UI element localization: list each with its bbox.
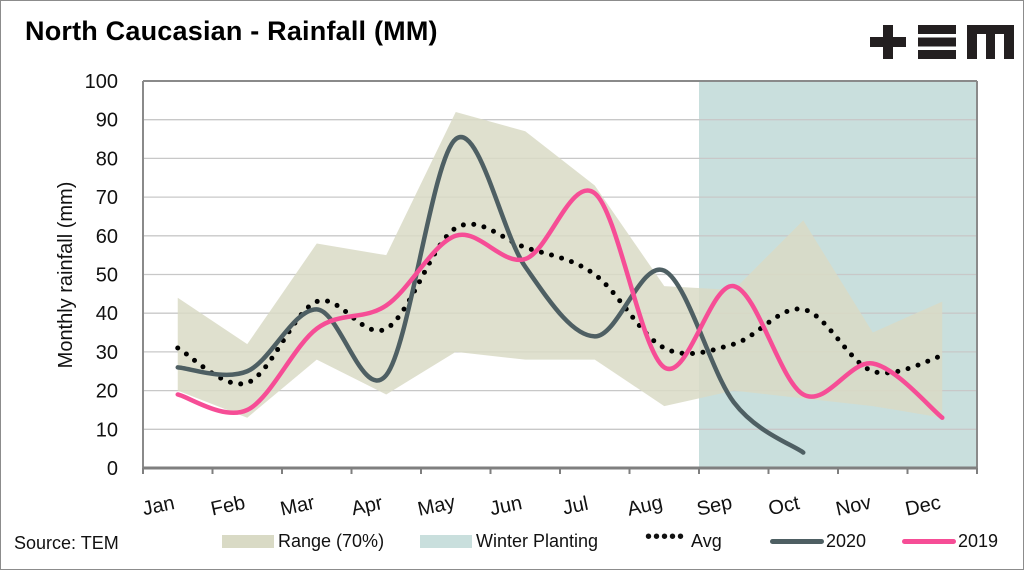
legend-item-range: Range (70%) (222, 530, 384, 552)
range-swatch (222, 534, 274, 548)
legend-label-2019: 2019 (958, 530, 999, 551)
x-tick-label: Aug (625, 492, 664, 521)
x-tick-label: Apr (349, 492, 384, 520)
legend-item-avg: ••••• Avg (645, 526, 722, 552)
legend-item-winter-planting: Winter Planting (420, 530, 598, 552)
y-tick-label: 70 (96, 187, 118, 209)
x-tick-label: May (416, 491, 458, 520)
x-tick-label: Mar (278, 492, 317, 521)
x-tick-label: Jan (140, 492, 176, 520)
y-tick-label: 20 (96, 381, 118, 403)
y-axis-label: Monthly rainfall (mm) (55, 182, 77, 369)
y-tick-label: 10 (96, 419, 118, 441)
source-note: Source: TEM (14, 533, 119, 553)
series-line-avg (175, 221, 945, 387)
series-line-2019 (175, 188, 945, 420)
avg-dots-swatch: ••••• (645, 526, 686, 548)
y-tick-label: 80 (96, 148, 118, 170)
series-line-2020 (175, 134, 806, 455)
legend-label-winter-planting: Winter Planting (476, 530, 599, 551)
legend-item-2020: 2020 (770, 530, 866, 552)
y-tick-label: 30 (96, 342, 118, 364)
range-70-band (177, 111, 943, 418)
chart-title: North Caucasian - Rainfall (MM) (25, 16, 438, 46)
y-tick-label: 90 (96, 110, 118, 132)
y-tick-label: 60 (96, 226, 118, 248)
x-tick-label: Feb (209, 492, 247, 521)
y-tick-label: 100 (85, 71, 118, 93)
x-tick-label: Dec (903, 492, 942, 521)
x-tick-label: Oct (766, 492, 801, 520)
tem-logo-icon (870, 25, 1014, 59)
x-tick-label: Nov (834, 492, 873, 521)
winter-planting-swatch (420, 534, 472, 548)
line-2019-swatch (902, 538, 956, 544)
legend-label-2020: 2020 (826, 530, 867, 551)
y-tick-label: 40 (96, 303, 118, 325)
legend-label-range: Range (70%) (278, 530, 385, 551)
x-tick-label: Sep (695, 492, 734, 521)
y-tick-label: 50 (96, 265, 118, 287)
x-tick-label: Jun (488, 492, 524, 520)
legend-item-2019: 2019 (902, 530, 998, 552)
y-tick-label: 0 (107, 458, 118, 480)
legend-label-avg: Avg (691, 530, 722, 551)
x-tick-label: Jul (561, 493, 591, 520)
line-2020-swatch (770, 538, 824, 544)
